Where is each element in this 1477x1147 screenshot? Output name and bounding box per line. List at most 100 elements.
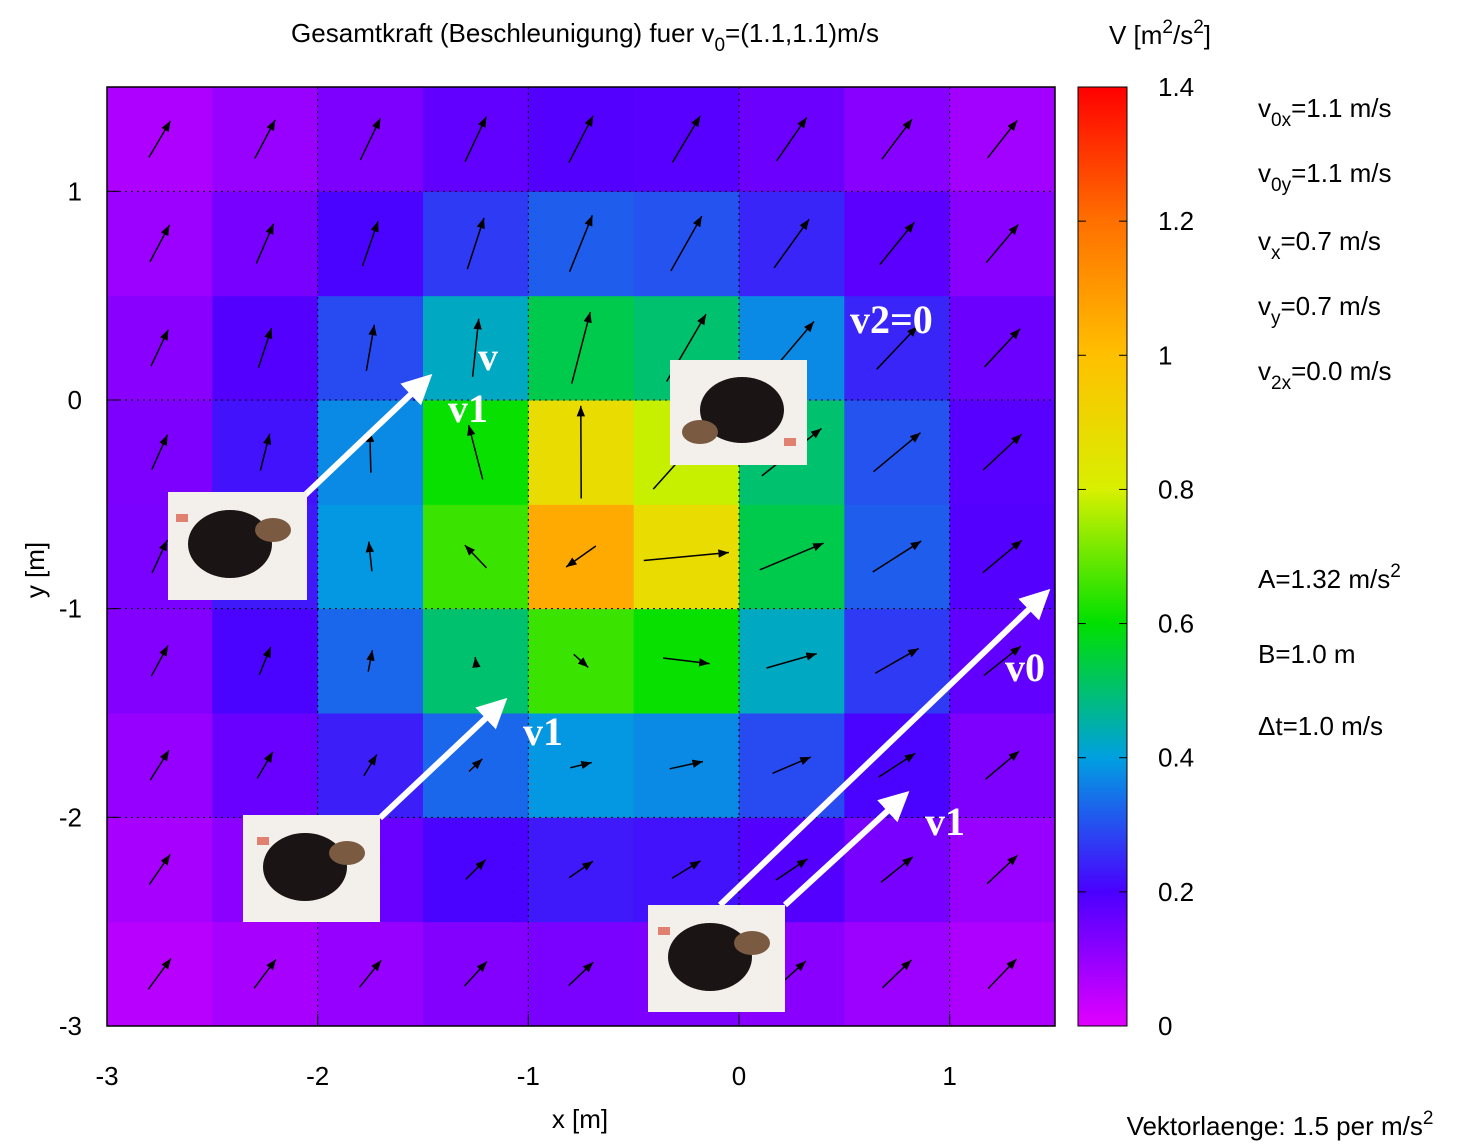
- force-arrow: [471, 318, 482, 378]
- mole-image: [243, 815, 380, 922]
- force-arrow: [662, 657, 710, 667]
- force-arrow: [671, 860, 702, 879]
- force-arrow: [568, 961, 594, 987]
- y-tick-label: -2: [59, 802, 82, 832]
- force-arrow: [882, 959, 912, 989]
- colorbar-label: V [m2/s2]: [1109, 17, 1211, 50]
- force-arrow: [256, 751, 274, 779]
- colorbar-tick-label: 0.6: [1158, 609, 1194, 639]
- chart-title: Gesamtkraft (Beschleunigung) fuer v0=(1.…: [291, 18, 879, 56]
- text-part: =1.1 m/s: [1291, 93, 1391, 123]
- force-arrow: [573, 653, 589, 668]
- force-arrow: [253, 958, 277, 989]
- colorbar-tick-label: 0.8: [1158, 474, 1194, 504]
- arrow: [377, 697, 508, 821]
- force-arrow: [363, 754, 378, 777]
- text-part: 2: [1423, 1108, 1434, 1129]
- colorbar: [1077, 86, 1128, 1027]
- annotation: vy=0.7 m/s: [1258, 291, 1381, 329]
- force-arrow: [463, 961, 488, 987]
- text-part: 0y: [1271, 175, 1292, 196]
- force-arrow: [872, 540, 922, 573]
- text-part: 0x: [1271, 110, 1292, 131]
- force-arrow: [365, 324, 377, 372]
- force-arrow: [568, 115, 594, 163]
- force-arrow: [466, 217, 485, 270]
- force-arrow: [365, 541, 375, 572]
- text-part: /s: [1173, 20, 1193, 50]
- force-arrow: [358, 959, 382, 988]
- text-part: =0.7 m/s: [1281, 226, 1381, 256]
- force-arrow: [464, 544, 488, 569]
- x-tick-label: -2: [306, 1061, 329, 1091]
- text-part: y: [1271, 308, 1281, 329]
- y-axis-label: y [m]: [20, 542, 50, 598]
- text-part: v: [1258, 356, 1271, 386]
- force-arrow: [876, 325, 918, 370]
- force-arrow: [365, 431, 375, 473]
- annotation: B=1.0 m: [1258, 639, 1356, 669]
- x-tick-label: 0: [732, 1061, 746, 1091]
- text-part: B=1.0 m: [1258, 639, 1356, 669]
- force-arrow: [366, 649, 375, 672]
- text-part: Δt=1.0 m/s: [1258, 711, 1383, 741]
- overlay-label: v1: [925, 799, 965, 844]
- text-part: v: [1258, 93, 1271, 123]
- force-arrow: [670, 215, 703, 272]
- force-arrow: [775, 858, 808, 881]
- annotation: vx=0.7 m/s: [1258, 226, 1381, 264]
- x-tick-label: -3: [95, 1061, 118, 1091]
- force-arrow: [983, 328, 1021, 368]
- mole-image: [670, 360, 807, 465]
- text-part: Vektorlaenge: 1.5 per m/s: [1127, 1111, 1423, 1141]
- y-tick-label: -3: [59, 1011, 82, 1041]
- force-arrow: [766, 652, 818, 669]
- colorbar-tick-label: 0.4: [1158, 743, 1194, 773]
- force-arrow: [983, 645, 1022, 677]
- force-arrow: [759, 542, 824, 571]
- force-arrow: [568, 860, 594, 879]
- force-arrow: [643, 549, 729, 562]
- annotation: Δt=1.0 m/s: [1258, 711, 1383, 741]
- force-arrow: [773, 218, 810, 269]
- text-part: v: [1258, 291, 1271, 321]
- text-part: =(1.1,1.1)m/s: [725, 18, 879, 48]
- arrow: [717, 588, 1051, 908]
- force-arrow: [568, 215, 594, 272]
- text-part: 2x: [1271, 373, 1292, 394]
- force-arrow: [465, 859, 487, 880]
- text-part: ]: [1204, 20, 1211, 50]
- annotation: v0y=1.1 m/s: [1258, 158, 1392, 196]
- force-arrow: [464, 116, 487, 163]
- force-arrow: [359, 117, 382, 161]
- overlay-label: v: [478, 334, 498, 379]
- force-arrow: [772, 756, 812, 774]
- force-arrow: [874, 647, 920, 674]
- text-part: v: [1258, 226, 1271, 256]
- text-part: A=1.32 m/s: [1258, 564, 1390, 594]
- force-arrow: [150, 329, 169, 367]
- text-part: 2: [1193, 17, 1204, 38]
- force-arrow: [775, 116, 808, 162]
- texts: -3 -2 -1 0 1 -3 -2 -1 0 1 0 0.2 0.4 0.6 0.8 1 1.2 1.4 Gesa…: [59, 17, 1434, 1141]
- force-arrow: [880, 856, 914, 883]
- white-arrows: [302, 373, 1051, 908]
- colorbar-tick-label: 1: [1158, 340, 1172, 370]
- force-arrow: [255, 223, 275, 264]
- force-arrow: [259, 433, 272, 471]
- arrow: [782, 790, 910, 908]
- mole-image: [168, 492, 307, 600]
- annotation: v0x=1.1 m/s: [1258, 93, 1392, 131]
- force-arrow: [986, 119, 1018, 159]
- force-arrow: [151, 539, 168, 574]
- text-part: x: [1271, 243, 1281, 264]
- force-arrow: [149, 749, 170, 781]
- text-part: =0.7 m/s: [1281, 291, 1381, 321]
- force-arrow: [148, 120, 172, 158]
- overlay-label: v0: [1005, 645, 1045, 690]
- force-arrow: [878, 752, 916, 778]
- mole-image: [648, 905, 785, 1012]
- force-arrow: [257, 327, 273, 368]
- force-arrow: [669, 759, 704, 770]
